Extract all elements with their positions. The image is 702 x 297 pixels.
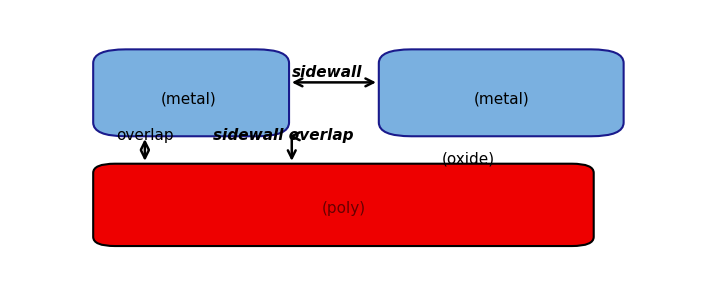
Text: sidewall overlap: sidewall overlap [213,128,354,143]
Text: (metal): (metal) [473,91,529,106]
Text: (poly): (poly) [322,201,366,216]
FancyBboxPatch shape [93,164,594,246]
Text: overlap: overlap [116,128,173,143]
Text: sidewall: sidewall [292,65,362,80]
Text: (oxide): (oxide) [442,152,495,167]
FancyBboxPatch shape [93,49,289,136]
Text: (metal): (metal) [161,91,216,106]
FancyBboxPatch shape [379,49,623,136]
